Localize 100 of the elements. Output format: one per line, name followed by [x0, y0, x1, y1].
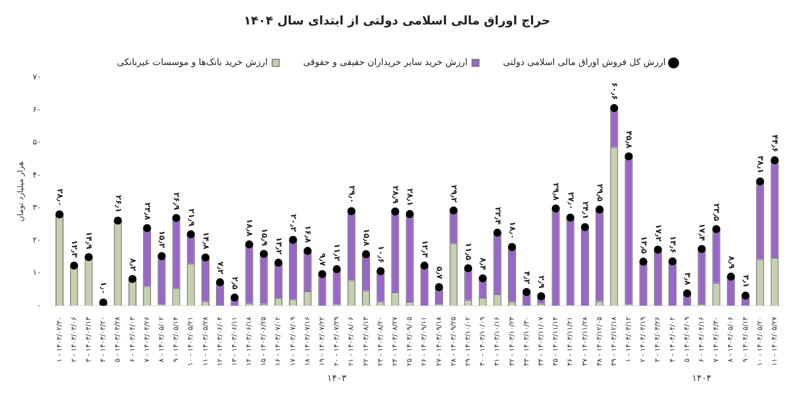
data-label: ۱۱٫۲: [332, 244, 342, 262]
y-tick-label: ۳۰: [32, 202, 42, 212]
data-label: ۱۵٫۲: [158, 230, 167, 248]
data-label: ۲۸٫۹: [391, 186, 400, 204]
point: [230, 294, 239, 302]
data-label: ۲۲٫۴: [493, 207, 502, 225]
y-tick-label: ۱۰: [32, 268, 42, 278]
data-label: ۱٫۰: [99, 282, 108, 294]
data-label: ۱۳٫۵: [639, 236, 648, 254]
data-label: ۲۹٫۰: [347, 185, 356, 204]
data-label: ۱۳٫۶: [668, 236, 678, 254]
data-label: ۶۰٫۶: [610, 82, 620, 100]
point: [420, 262, 428, 270]
point: [304, 246, 312, 255]
point: [260, 250, 268, 258]
data-label: ۱۶٫۸: [304, 225, 313, 244]
data-label: ۳۸٫۱: [756, 156, 766, 174]
point: [128, 274, 136, 283]
legend-label: ارزش خرید سایر خریداران حقیقی و حقوقی: [303, 58, 468, 68]
point: [683, 289, 692, 298]
data-label: ۱۴٫۹: [84, 231, 94, 250]
data-label: ۲٫۹: [537, 275, 546, 288]
point: [434, 283, 443, 292]
point: [99, 298, 108, 306]
point: [464, 264, 472, 272]
point: [114, 216, 122, 225]
point: [537, 292, 546, 300]
point: [245, 240, 254, 248]
text: ۱۴۰۴: [692, 374, 712, 384]
text: ۱۴۰۳: [327, 374, 347, 384]
point: [712, 225, 720, 234]
y-tick-label: ۷۰: [32, 72, 42, 82]
point: [478, 274, 487, 282]
point: [508, 243, 516, 251]
data-label: ۱۱٫۵: [464, 242, 474, 260]
point: [596, 205, 604, 214]
point: [698, 244, 706, 253]
point: [318, 270, 326, 278]
data-label: ۲۳٫۵: [712, 203, 722, 222]
data-label: ۵٫۷: [434, 266, 444, 280]
legend-label: ارزش کل فروش اوراق مالی اسلامی دولتی: [503, 58, 666, 68]
point: [143, 224, 152, 232]
point: [566, 214, 574, 222]
y-tick-label: ۵۰: [32, 138, 42, 147]
point: [450, 206, 458, 214]
data-label: ۱۳٫۲: [274, 237, 284, 255]
data-label: ۹٫۷: [318, 253, 328, 266]
point: [55, 210, 64, 218]
point: [668, 257, 677, 266]
data-label: ۸٫۲: [128, 258, 138, 272]
data-label: ۱۰٫۶: [376, 245, 386, 264]
data-label: ۷٫۲: [216, 261, 225, 274]
data-label: ۸٫۴: [478, 258, 488, 270]
y-tick-label: ۰: [36, 300, 42, 310]
point: [274, 258, 282, 267]
point: [347, 207, 356, 216]
data-label: ۴٫۲: [522, 271, 532, 284]
data-label: ۲۷٫۰: [566, 192, 576, 210]
y-axis-title: هزار میلیارد تومان: [16, 161, 25, 222]
point: [580, 223, 589, 232]
point: [391, 207, 400, 216]
point: [726, 272, 735, 281]
point: [332, 265, 341, 274]
data-label: ۲٫۵: [230, 276, 240, 290]
data-label: ۱۷٫۲: [654, 224, 663, 242]
legend-label: ارزش خرید بانک‌ها و موسسات غیربانکی: [116, 58, 268, 68]
data-label: ۲۰٫۲: [288, 214, 298, 232]
data-label: ۴۵٫۸: [624, 130, 634, 148]
point: [552, 204, 560, 213]
data-label: ۳٫۱: [741, 274, 750, 288]
data-label: ۲۹٫۵: [595, 184, 604, 202]
data-label: ۱۸٫۰: [508, 221, 517, 239]
data-label: ۲۳٫۸: [142, 202, 152, 220]
chart-title: حراج اوراق مالی اسلامی دولتی از ابتدای سال ۱۴۰۴: [244, 13, 550, 28]
data-label: ۲۶٫۹: [172, 192, 182, 210]
point: [376, 267, 385, 276]
point: [639, 258, 648, 266]
y-tick-label: ۲۰: [32, 236, 42, 245]
data-label: ۲۶٫۱: [114, 194, 123, 213]
point: [172, 214, 180, 222]
y-tick-label: ۶۰: [32, 105, 42, 114]
point: [610, 104, 618, 112]
data-label: ۱۵٫۸: [362, 228, 371, 246]
data-label: ۴۴٫۶: [770, 134, 780, 152]
data-label: ۲۸٫۱: [406, 188, 415, 206]
point: [742, 292, 750, 300]
y-tick-label: ۴۰: [32, 170, 42, 180]
point: [493, 228, 502, 237]
point: [158, 252, 166, 260]
point: [770, 156, 779, 164]
data-label: ۲۸٫۰: [55, 188, 64, 206]
data-label: ۳٫۸: [683, 272, 692, 286]
data-label: ۱۴٫۸: [201, 232, 210, 250]
data-label: ۲۹٫۲: [450, 184, 459, 203]
data-label: ۱۵٫۹: [260, 228, 269, 246]
data-label: ۲۴٫۱: [580, 201, 590, 220]
data-label: ۱۸٫۸: [245, 218, 254, 237]
point: [522, 288, 531, 296]
point: [201, 253, 210, 262]
point: [756, 177, 764, 186]
